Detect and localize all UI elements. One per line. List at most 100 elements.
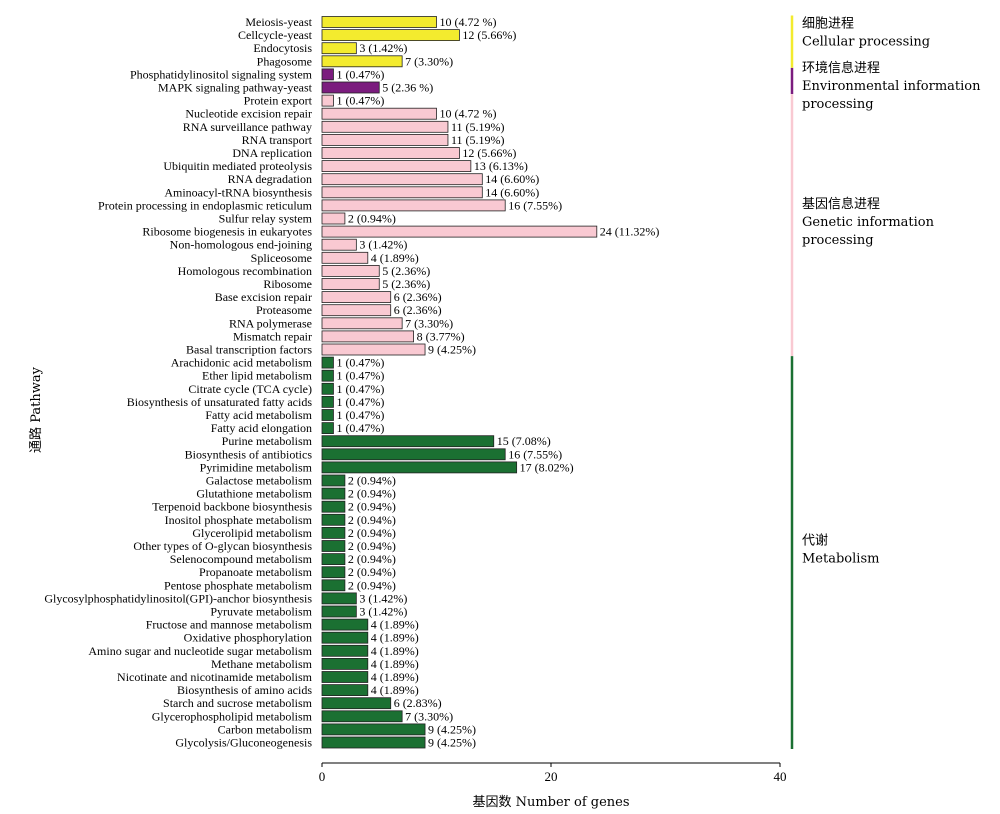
value-label: 1 (0.47%) — [336, 356, 384, 370]
group-label-en: Cellular processing — [802, 35, 930, 50]
bar — [321, 500, 346, 513]
category-label: RNA surveillance pathway — [183, 120, 312, 134]
value-label: 2 (0.94%) — [348, 212, 396, 226]
value-label: 14 (6.60%) — [485, 172, 539, 186]
value-label: 12 (5.66%) — [462, 28, 516, 42]
group-label-en: Genetic information — [802, 215, 935, 230]
y-axis-title: 通路 Pathway — [28, 366, 44, 453]
bar — [321, 238, 357, 251]
value-label: 15 (7.08%) — [497, 434, 551, 448]
category-label: RNA transport — [242, 133, 313, 147]
bar — [321, 42, 357, 55]
value-label: 1 (0.47%) — [336, 408, 384, 422]
value-label: 2 (0.94%) — [348, 487, 396, 501]
bar — [321, 199, 506, 212]
bar — [321, 369, 334, 382]
value-label: 4 (1.89%) — [371, 251, 419, 265]
category-label: Sulfur relay system — [219, 212, 313, 226]
bar — [321, 94, 334, 107]
group-label-en: processing — [802, 97, 874, 112]
category-label: Methane metabolism — [211, 657, 313, 671]
bar — [321, 553, 346, 565]
category-label: Cellcycle-yeast — [238, 28, 313, 42]
category-label: Base excision repair — [215, 290, 312, 304]
bar — [321, 264, 380, 277]
bar — [321, 212, 346, 225]
category-label: Amino sugar and nucleotide sugar metabol… — [88, 644, 312, 658]
bar — [321, 605, 357, 618]
value-label: 16 (7.55%) — [508, 198, 562, 212]
bar — [321, 173, 483, 186]
value-label: 9 (4.25%) — [428, 343, 476, 357]
value-label: 4 (1.89%) — [371, 670, 419, 684]
value-label: 5 (2.36%) — [382, 277, 430, 291]
value-label: 10 (4.72 %) — [440, 107, 497, 121]
x-tick-label: 0 — [319, 769, 326, 784]
category-label: Basal transcription factors — [186, 343, 312, 357]
bar — [321, 723, 426, 736]
bar — [321, 540, 346, 552]
value-label: 16 (7.55%) — [508, 447, 562, 461]
category-label: RNA polymerase — [229, 316, 312, 330]
value-label: 1 (0.47%) — [336, 94, 384, 108]
value-label: 8 (3.77%) — [417, 329, 465, 343]
bar — [321, 186, 483, 199]
bar — [321, 160, 472, 173]
value-label: 6 (2.36%) — [394, 290, 442, 304]
group-label-cn: 细胞进程 — [802, 17, 854, 32]
category-label: Oxidative phosphorylation — [184, 631, 312, 645]
bar — [321, 513, 346, 526]
bar — [321, 736, 426, 749]
category-label: Spliceosome — [251, 251, 312, 265]
category-label: DNA replication — [232, 146, 312, 160]
bar — [321, 107, 437, 120]
bar — [321, 395, 334, 408]
bar — [321, 278, 380, 290]
bar — [321, 409, 334, 421]
category-label: Purine metabolism — [222, 434, 313, 448]
category-label: Glycerolipid metabolism — [192, 526, 312, 540]
category-label: Phosphatidylinositol signaling system — [130, 67, 313, 81]
value-label: 11 (5.19%) — [451, 120, 505, 134]
value-label: 12 (5.66%) — [462, 146, 516, 160]
category-label: Ribosome biogenesis in eukaryotes — [142, 225, 312, 239]
bar — [321, 474, 346, 487]
bar — [321, 448, 506, 461]
value-label: 10 (4.72 %) — [440, 15, 497, 29]
bar — [321, 55, 403, 68]
category-label: Ubiquitin mediated proteolysis — [163, 159, 312, 173]
category-label: Starch and sucrose metabolism — [163, 696, 313, 710]
value-label: 4 (1.89%) — [371, 657, 419, 671]
category-label: Aminoacyl-tRNA biosynthesis — [164, 185, 312, 199]
x-tick-label: 40 — [774, 769, 787, 784]
bar — [321, 147, 460, 159]
group-label-cn: 代谢 — [802, 533, 828, 549]
value-label: 3 (1.42%) — [359, 605, 407, 619]
bar — [321, 644, 369, 657]
category-label: Biosynthesis of antibiotics — [185, 447, 313, 461]
bar — [321, 251, 369, 264]
bar — [321, 710, 403, 723]
category-label: Pyrimidine metabolism — [200, 460, 313, 474]
category-label: Meiosis-yeast — [245, 15, 312, 29]
category-label: Nucleotide excision repair — [185, 107, 312, 121]
value-label: 4 (1.89%) — [371, 631, 419, 645]
value-label: 7 (3.30%) — [405, 316, 453, 330]
value-label: 1 (0.47%) — [336, 67, 384, 81]
category-label: Fatty acid elongation — [211, 421, 312, 435]
value-label: 1 (0.47%) — [336, 421, 384, 435]
bar — [321, 225, 598, 238]
bar — [321, 16, 437, 28]
category-label: Endocytosis — [253, 41, 312, 55]
category-label: Homologous recombination — [178, 264, 312, 278]
bar — [321, 330, 414, 343]
bar — [321, 120, 449, 133]
category-label: MAPK signaling pathway-yeast — [158, 81, 313, 95]
value-label: 2 (0.94%) — [348, 474, 396, 488]
value-label: 1 (0.47%) — [336, 382, 384, 396]
category-label: Glutathione metabolism — [196, 487, 312, 501]
bar — [321, 317, 403, 330]
category-label: Biosynthesis of unsaturated fatty acids — [127, 395, 313, 409]
category-label: Glycosylphosphatidylinositol(GPI)-anchor… — [44, 591, 312, 605]
value-label: 4 (1.89%) — [371, 644, 419, 658]
